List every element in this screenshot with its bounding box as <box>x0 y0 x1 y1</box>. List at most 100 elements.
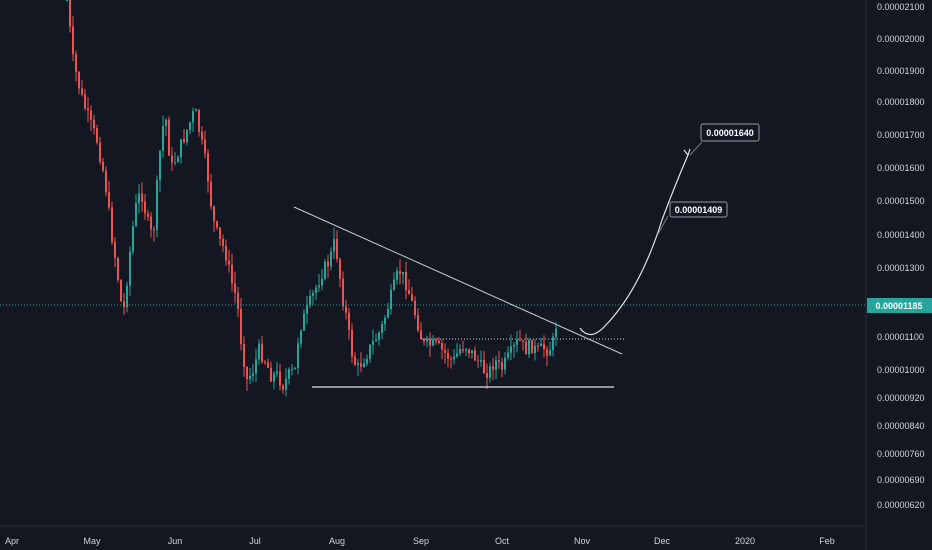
candle-body <box>75 54 77 72</box>
candle-body <box>366 358 368 364</box>
candle-body <box>537 345 539 347</box>
candle-body <box>216 221 218 228</box>
x-tick-label: Sep <box>413 536 429 546</box>
candle-body <box>279 371 281 386</box>
candle-body <box>243 344 245 367</box>
candle-body <box>306 304 308 314</box>
callout-connector-1640 <box>689 141 703 156</box>
candle-body <box>330 251 332 267</box>
candle-body <box>501 362 503 370</box>
candle-body <box>69 0 71 27</box>
candle-body <box>387 308 389 318</box>
callout-box-1409[interactable] <box>669 201 728 218</box>
candle-body <box>402 272 404 275</box>
candle-body <box>180 139 182 158</box>
candle-body <box>483 359 485 374</box>
candle-body <box>237 292 239 309</box>
candle-body <box>396 270 398 280</box>
candle-body <box>192 111 194 123</box>
candle-body <box>219 227 221 239</box>
candle-body <box>417 315 419 331</box>
candle-body <box>489 366 491 378</box>
candle-body <box>429 338 431 346</box>
time-axis[interactable]: Apr May Jun Jul Aug Sep Oct Nov Dec 2020 Feb <box>5 536 835 546</box>
candle-body <box>369 344 371 359</box>
candle-body <box>519 339 521 341</box>
candle-body <box>555 328 557 337</box>
x-tick-label: 2020 <box>735 536 755 546</box>
descending-trendline[interactable] <box>293 206 623 355</box>
candle-body <box>159 150 161 180</box>
candle-body <box>393 279 395 290</box>
callout-connector-1409 <box>657 215 669 235</box>
candle-body <box>141 193 143 202</box>
candle-body <box>525 341 527 355</box>
candle-body <box>498 360 500 363</box>
candle-body <box>300 330 302 344</box>
candle-body <box>123 301 125 308</box>
candle-body <box>153 229 155 231</box>
candle-body <box>315 287 317 293</box>
candle-body <box>270 367 272 382</box>
x-tick-label: Aug <box>329 536 345 546</box>
price-axis[interactable]: 0.00002100 0.00002000 0.00001900 0.00001800… <box>877 2 925 510</box>
x-tick-label: Nov <box>574 536 591 546</box>
candle-body <box>147 213 149 217</box>
candle-body <box>171 155 173 163</box>
candle-body <box>408 290 410 295</box>
candle-body <box>204 139 206 154</box>
candle-body <box>108 192 110 208</box>
x-tick-label: Feb <box>819 536 835 546</box>
candle-body <box>252 373 254 376</box>
x-tick-label: May <box>83 536 101 546</box>
candle-body <box>345 306 347 313</box>
candle-body <box>186 129 188 143</box>
candle-body <box>189 122 191 130</box>
candle-body <box>129 251 131 286</box>
current-price-tag <box>867 298 932 313</box>
y-tick-label: 0.00002000 <box>877 34 925 44</box>
candle-body <box>96 128 98 143</box>
candle-body <box>462 349 464 351</box>
candle-body <box>93 119 95 129</box>
candle-body <box>360 363 362 367</box>
candle-body <box>261 343 263 362</box>
callout-box-1640[interactable] <box>700 123 760 142</box>
y-tick-label: 0.00001100 <box>877 332 924 342</box>
projection-arrow-path[interactable] <box>579 154 689 336</box>
current-price-label: 0.00001185 <box>875 301 922 311</box>
y-tick-label: 0.00000620 <box>877 500 925 510</box>
candle-body <box>351 329 353 357</box>
candle-body <box>336 238 338 260</box>
candle-body <box>438 340 440 343</box>
candle-body <box>135 202 137 226</box>
candle-body <box>225 245 227 261</box>
x-tick-label: Oct <box>495 536 510 546</box>
candle-body <box>534 345 536 354</box>
candle-body <box>156 179 158 230</box>
candle-body <box>66 0 68 1</box>
candle-body <box>111 207 113 243</box>
candle-body <box>255 359 257 374</box>
candle-body <box>420 330 422 340</box>
candle-body <box>195 109 197 112</box>
x-tick-label: Jun <box>168 536 183 546</box>
y-tick-label: 0.00001800 <box>877 97 925 107</box>
projection-arrow-head <box>683 148 691 157</box>
candle-body <box>90 110 92 120</box>
candle-body <box>324 261 326 279</box>
candle-body <box>495 360 497 370</box>
candle-body <box>321 278 323 286</box>
candle-body <box>99 142 101 162</box>
candle-body <box>357 363 359 365</box>
candle-body <box>426 338 428 342</box>
candle-body <box>456 353 458 357</box>
y-tick-label: 0.00000920 <box>877 393 925 403</box>
candle-body <box>414 300 416 316</box>
candle-body <box>492 366 494 370</box>
candle-body <box>222 238 224 246</box>
candle-body <box>258 343 260 360</box>
candle-body <box>363 363 365 367</box>
candle-body <box>231 264 233 284</box>
